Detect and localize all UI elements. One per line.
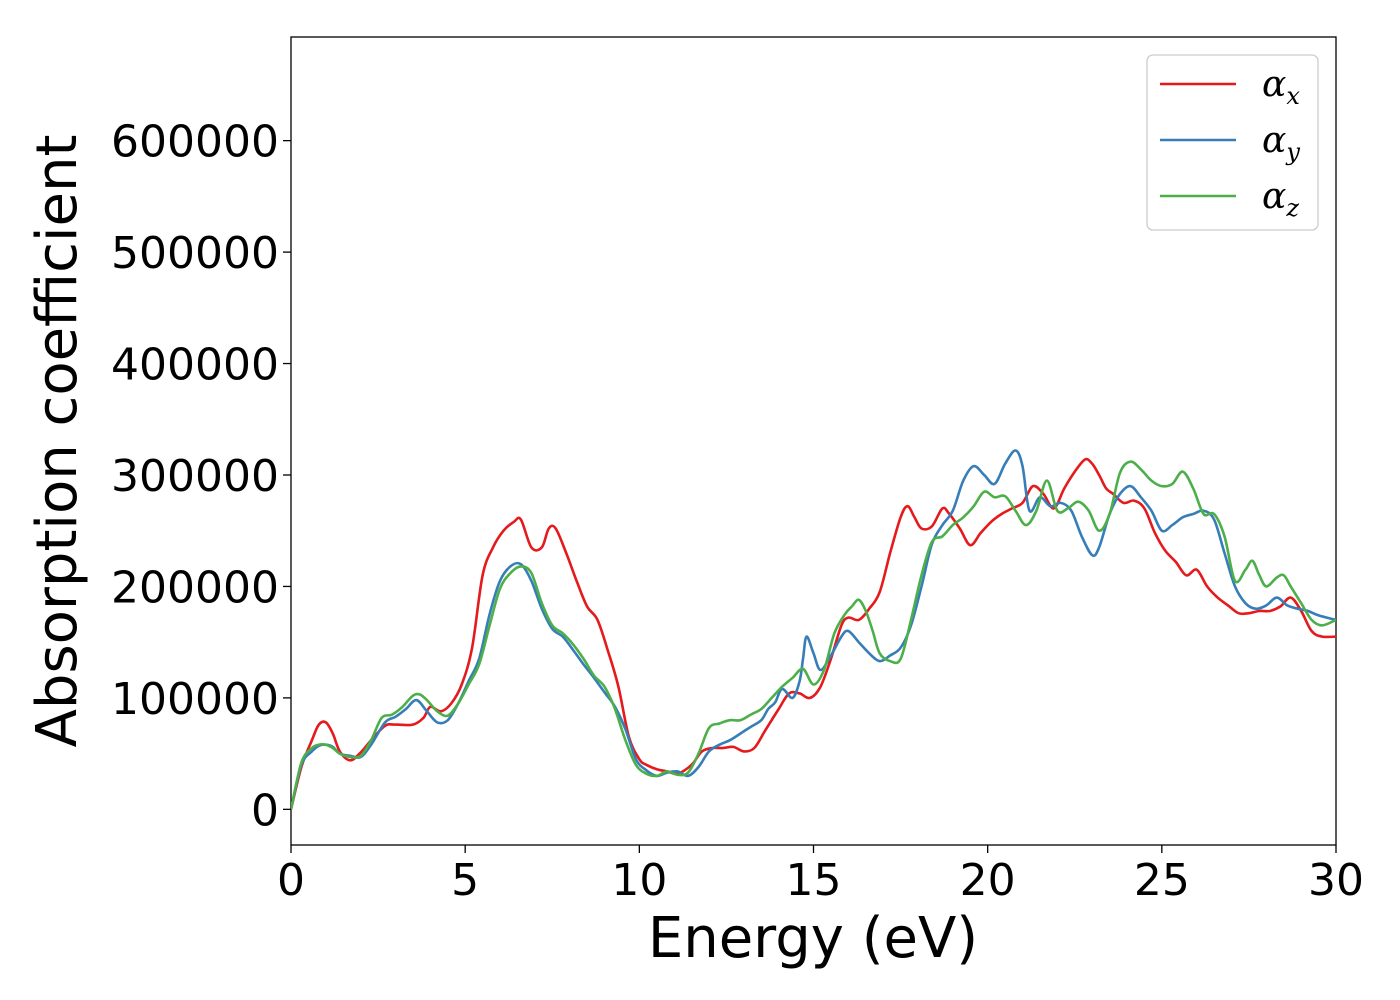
y-tick-label: 300000 [111, 451, 279, 502]
x-tick-label: 5 [451, 855, 479, 906]
x-axis: 0 5 10 15 20 25 30 [277, 845, 1364, 906]
y-tick-label: 400000 [111, 340, 279, 391]
series-line-x [291, 457, 1336, 810]
plot-area [291, 449, 1336, 810]
y-tick-label: 500000 [111, 228, 279, 279]
x-tick-label: 25 [1134, 855, 1190, 906]
x-tick-label: 30 [1308, 855, 1364, 906]
y-tick-label: 200000 [111, 562, 279, 613]
y-tick-label: 100000 [111, 674, 279, 725]
y-axis-label: Absorption coefficient [25, 135, 90, 748]
y-axis: 0 100000 200000 300000 400000 500000 600000 [111, 117, 291, 836]
series-line-y [291, 449, 1336, 810]
x-tick-label: 0 [277, 855, 305, 906]
y-tick-label: 600000 [111, 117, 279, 168]
x-axis-label: Energy (eV) [648, 906, 978, 971]
series-line-z [291, 460, 1336, 810]
x-tick-label: 15 [786, 855, 842, 906]
legend-box [1146, 54, 1319, 231]
x-tick-label: 10 [611, 855, 667, 906]
x-tick-label: 20 [960, 855, 1016, 906]
y-tick-label: 0 [251, 785, 279, 836]
